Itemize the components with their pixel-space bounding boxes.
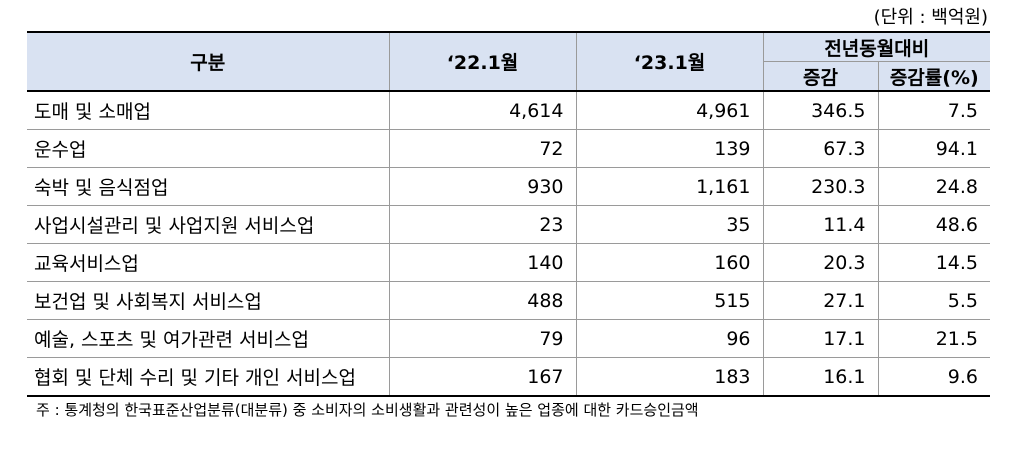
table-row: 숙박 및 음식점업 930 1,161 230.3 24.8	[27, 167, 991, 206]
header-2022-jan: ‘22.1월	[388, 31, 577, 92]
row-value-2023: 183	[575, 357, 764, 397]
footnote: 주 : 통계청의 한국표준산업분류(대분류) 중 소비자의 소비생활과 관련성이…	[36, 401, 699, 419]
row-change: 17.1	[762, 319, 879, 358]
table-subheader-row: 증감 증감률(%)	[27, 61, 991, 92]
table-body: 도매 및 소매업 4,614 4,961 346.5 7.5 운수업 72 139 67.3 94…	[27, 91, 991, 397]
row-value-2023: 1,161	[575, 167, 764, 206]
table-row: 운수업 72 139 67.3 94.1	[27, 129, 991, 168]
row-value-2022: 79	[388, 319, 577, 358]
row-change: 11.4	[762, 205, 879, 244]
statistics-table: 구분 ‘22.1월 ‘23.1월 전년동월대비 증감 증감률(%) 도매 및 소…	[27, 31, 991, 397]
row-value-2023: 35	[575, 205, 764, 244]
row-category: 숙박 및 음식점업	[27, 167, 390, 206]
row-value-2023: 515	[575, 281, 764, 320]
row-change: 230.3	[762, 167, 879, 206]
row-category: 도매 및 소매업	[27, 91, 390, 130]
row-value-2022: 167	[388, 357, 577, 397]
header-2023-jan: ‘23.1월	[575, 31, 764, 92]
row-change-rate: 14.5	[877, 243, 991, 282]
header-change: 증감	[763, 61, 879, 92]
row-change-rate: 94.1	[877, 129, 991, 168]
row-category: 교육서비스업	[27, 243, 390, 282]
row-change-rate: 5.5	[877, 281, 991, 320]
header-category: 구분	[27, 31, 390, 92]
table-row: 도매 및 소매업 4,614 4,961 346.5 7.5	[27, 91, 991, 130]
table-row: 예술, 스포츠 및 여가관련 서비스업 79 96 17.1 21.5	[27, 319, 991, 358]
table-row: 교육서비스업 140 160 20.3 14.5	[27, 243, 991, 282]
row-change: 20.3	[762, 243, 879, 282]
row-value-2023: 4,961	[575, 91, 764, 130]
row-category: 보건업 및 사회복지 서비스업	[27, 281, 390, 320]
row-value-2022: 140	[388, 243, 577, 282]
table-row: 보건업 및 사회복지 서비스업 488 515 27.1 5.5	[27, 281, 991, 320]
row-category: 운수업	[27, 129, 390, 168]
row-change: 67.3	[762, 129, 879, 168]
row-change-rate: 48.6	[877, 205, 991, 244]
row-change: 346.5	[762, 91, 879, 130]
row-category: 예술, 스포츠 및 여가관련 서비스업	[27, 319, 390, 358]
table-row: 사업시설관리 및 사업지원 서비스업 23 35 11.4 48.6	[27, 205, 991, 244]
row-change-rate: 21.5	[877, 319, 991, 358]
row-category: 사업시설관리 및 사업지원 서비스업	[27, 205, 390, 244]
table-row: 협회 및 단체 수리 및 기타 개인 서비스업 167 183 16.1 9.6	[27, 357, 991, 397]
row-change: 27.1	[762, 281, 879, 320]
row-change-rate: 9.6	[877, 357, 991, 397]
row-category: 협회 및 단체 수리 및 기타 개인 서비스업	[27, 357, 390, 397]
row-value-2022: 23	[388, 205, 577, 244]
header-change-rate: 증감률(%)	[877, 61, 991, 92]
row-value-2023: 96	[575, 319, 764, 358]
table-header-row: 구분 ‘22.1월 ‘23.1월 전년동월대비	[27, 31, 991, 92]
row-change-rate: 24.8	[877, 167, 991, 206]
unit-note: (단위 : 백억원)	[873, 7, 988, 28]
row-value-2022: 488	[388, 281, 577, 320]
row-value-2023: 160	[575, 243, 764, 282]
row-value-2022: 930	[388, 167, 577, 206]
row-change-rate: 7.5	[877, 91, 991, 130]
row-value-2023: 139	[575, 129, 764, 168]
row-value-2022: 72	[388, 129, 577, 168]
header-yoy-group: 전년동월대비	[762, 31, 991, 62]
row-change: 16.1	[762, 357, 879, 397]
row-value-2022: 4,614	[388, 91, 577, 130]
